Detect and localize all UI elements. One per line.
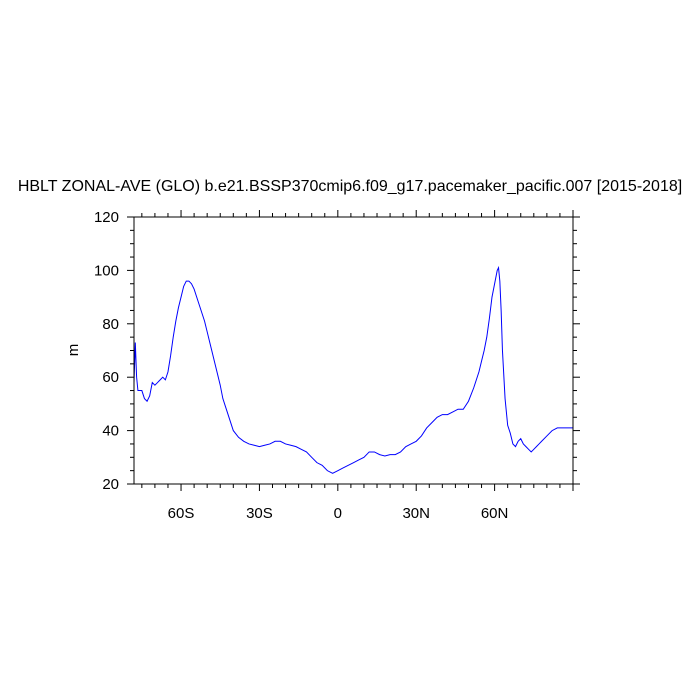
y-axis-label-group: m [65, 344, 82, 357]
x-tick-label: 30S [246, 505, 273, 522]
y-tick-label: 120 [94, 209, 119, 226]
plot-frame [133, 216, 574, 485]
y-axis-label: m [65, 344, 82, 357]
chart-title: HBLT ZONAL-AVE (GLO) b.e21.BSSP370cmip6.… [17, 178, 683, 195]
axis-tick-labels: 20 40 60 80 100 120 60S 30S 0 30N 60N [94, 209, 508, 522]
y-tick-label: 40 [102, 423, 119, 440]
x-tick-label: 60N [481, 505, 509, 522]
y-tick-label: 100 [94, 262, 119, 279]
axis-ticks [127, 210, 580, 491]
y-tick-label: 60 [102, 369, 119, 386]
y-tick-label: 20 [102, 476, 119, 493]
x-tick-label: 30N [402, 505, 430, 522]
y-tick-label: 80 [102, 316, 119, 333]
x-tick-label: 60S [168, 505, 195, 522]
x-tick-label: 0 [334, 505, 342, 522]
series-line [133, 265, 573, 474]
